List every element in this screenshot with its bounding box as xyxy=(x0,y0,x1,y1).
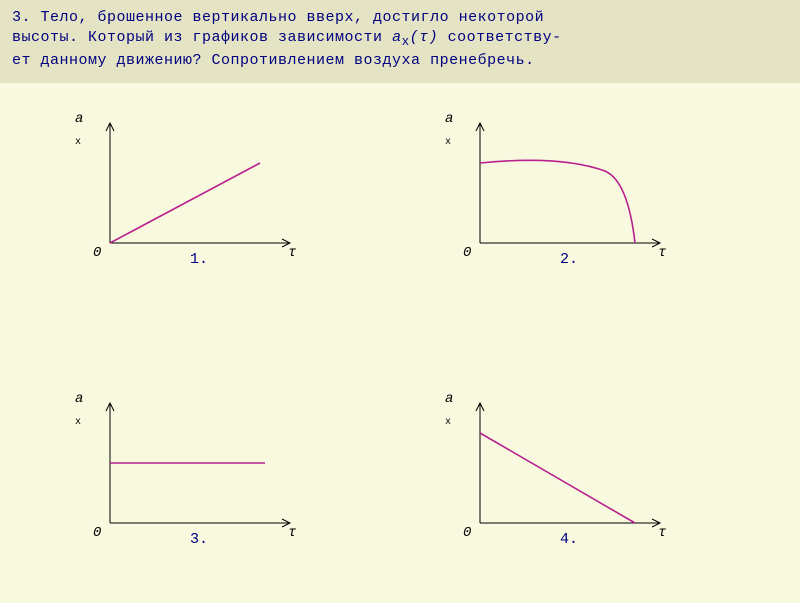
q-line3: ет данному движению? Сопротивлением возд… xyxy=(12,52,535,69)
axis-label-y-sub: x xyxy=(445,417,451,428)
q-line1: 3. Тело, брошенное вертикально вверх, до… xyxy=(12,9,544,26)
origin-label: 0 xyxy=(463,245,471,261)
axis-label-x: τ xyxy=(658,525,666,541)
chart-number: 3. xyxy=(190,531,208,548)
q-line2e: соответству- xyxy=(438,29,562,46)
chart-3: ax 0 τ 3. xyxy=(0,343,400,603)
chart-number: 2. xyxy=(560,251,578,268)
chart-2: ax 0 τ 2. xyxy=(400,83,800,343)
origin-label: 0 xyxy=(463,525,471,541)
origin-label: 0 xyxy=(93,245,101,261)
axis-label-y: a xyxy=(75,391,83,407)
axis-label-x: τ xyxy=(288,245,296,261)
charts-area: ax0τ1.ax0τ2.ax0τ3.ax0τ4. xyxy=(0,83,800,603)
chart-4: ax 0 τ 4. xyxy=(400,343,800,603)
chart-1-curve xyxy=(110,163,260,243)
q-line2d: (τ) xyxy=(410,29,439,46)
q-line2c: x xyxy=(402,35,410,49)
question-text: 3. Тело, брошенное вертикально вверх, до… xyxy=(0,0,800,83)
chart-2-svg xyxy=(460,113,670,253)
chart-2-curve xyxy=(480,161,635,244)
q-line2a: высоты. Который из графиков зависимости xyxy=(12,29,392,46)
axis-label-y: a xyxy=(75,111,83,127)
axis-label-x: τ xyxy=(288,525,296,541)
axis-label-y-sub: x xyxy=(445,137,451,148)
axis-label-y-sub: x xyxy=(75,137,81,148)
axis-label-y-sub: x xyxy=(75,417,81,428)
axis-label-y: a xyxy=(445,111,453,127)
chart-1: ax 0 τ 1. xyxy=(0,83,400,343)
q-line2b: a xyxy=(392,29,402,46)
chart-number: 4. xyxy=(560,531,578,548)
chart-1-svg xyxy=(90,113,300,253)
chart-3-svg xyxy=(90,393,300,533)
chart-4-curve xyxy=(480,433,635,523)
axis-label-y: a xyxy=(445,391,453,407)
chart-number: 1. xyxy=(190,251,208,268)
origin-label: 0 xyxy=(93,525,101,541)
axis-label-x: τ xyxy=(658,245,666,261)
chart-4-svg xyxy=(460,393,670,533)
